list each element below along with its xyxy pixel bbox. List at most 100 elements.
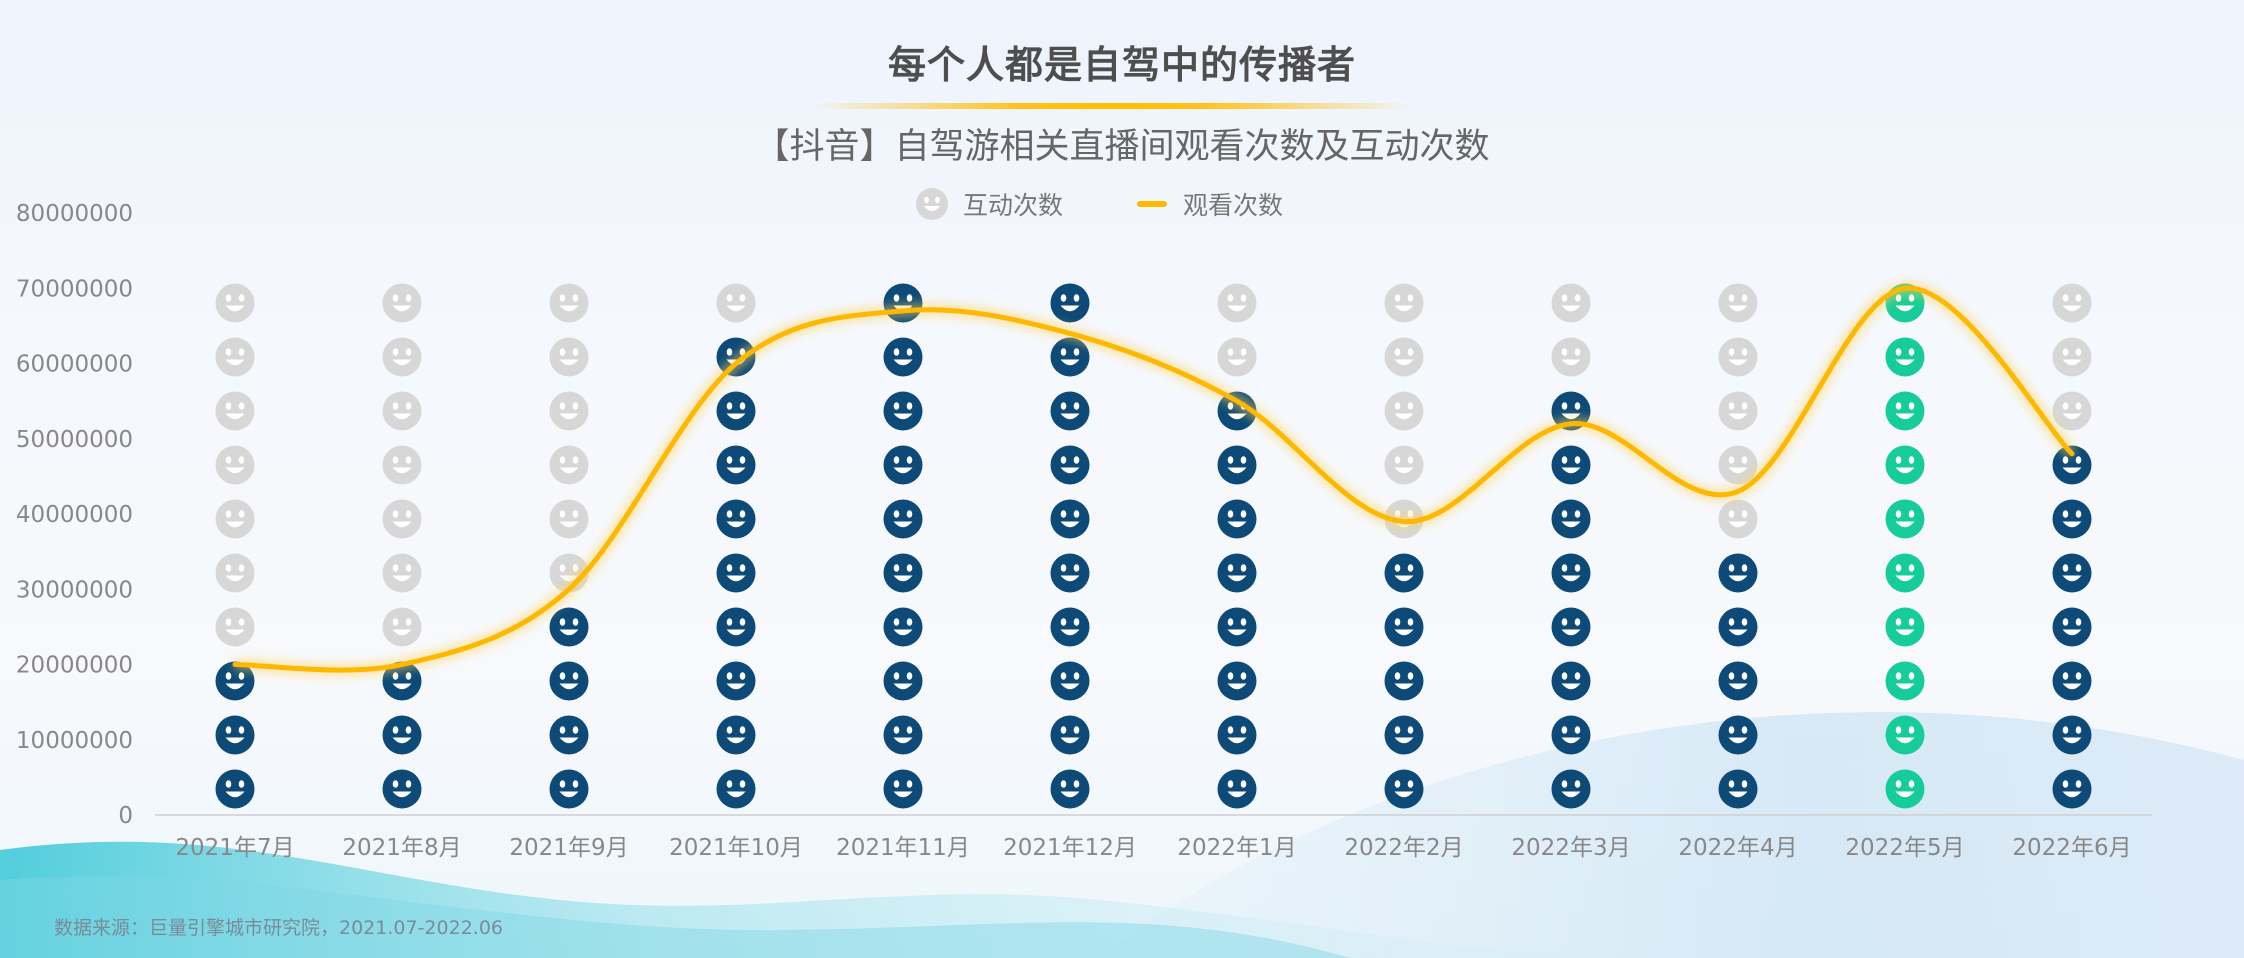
views-line [232, 285, 2075, 673]
interaction-icon-empty [549, 445, 589, 485]
interaction-icon-filled [1384, 553, 1424, 593]
interaction-icon-filled [2052, 607, 2092, 647]
views-point [399, 662, 405, 668]
y-tick-label: 30000000 [16, 577, 133, 603]
interaction-icon-filled [1885, 661, 1925, 701]
page-title: 每个人都是自驾中的传播者 [887, 43, 1356, 87]
interaction-icon-empty [1217, 337, 1257, 377]
source-note: 数据来源：巨量引擎城市研究院，2021.07-2022.06 [54, 917, 503, 939]
views-point [1902, 285, 1908, 291]
title-underline [812, 103, 1412, 109]
interaction-icon-filled [883, 553, 923, 593]
interaction-icon-filled [1217, 553, 1257, 593]
interaction-icon-empty [382, 499, 422, 539]
interaction-icon-filled [716, 445, 756, 485]
x-tick-label: 2022年3月 [1511, 835, 1630, 861]
interaction-icon-filled [1551, 661, 1591, 701]
interaction-icon-empty [215, 499, 255, 539]
interaction-icon-empty [215, 283, 255, 323]
interaction-icon-filled [382, 769, 422, 809]
interaction-icon-filled [1217, 715, 1257, 755]
views-point [1234, 398, 1240, 404]
interaction-icon-empty [1217, 283, 1257, 323]
interaction-icon-filled [382, 715, 422, 755]
interaction-icon-filled [1885, 769, 1925, 809]
interaction-icon-filled [883, 445, 923, 485]
interaction-icon-filled [1050, 445, 1090, 485]
interaction-icon-filled [2052, 769, 2092, 809]
x-tick-label: 2022年5月 [1845, 835, 1964, 861]
legend-item-views: 观看次数 [1137, 186, 1283, 222]
interaction-icon-filled [215, 769, 255, 809]
views-point [1067, 330, 1073, 336]
interaction-icon-filled [1384, 607, 1424, 647]
interaction-icon-filled [716, 499, 756, 539]
interaction-icon-filled [1384, 769, 1424, 809]
smiley-icon [916, 188, 948, 220]
interaction-icon-filled [1050, 661, 1090, 701]
interaction-icon-filled [1384, 715, 1424, 755]
views-point [2069, 451, 2075, 457]
interaction-icon-filled [1217, 445, 1257, 485]
interaction-icon-empty [1718, 391, 1758, 431]
views-point [1735, 488, 1741, 494]
interaction-icon-empty [382, 445, 422, 485]
interaction-icon-filled [1551, 445, 1591, 485]
interaction-icon-empty [1551, 283, 1591, 323]
interaction-icon-filled [883, 391, 923, 431]
interaction-icon-filled [1718, 553, 1758, 593]
interaction-icon-filled [215, 715, 255, 755]
x-axis: 2021年7月 2021年8月 2021年9月 2021年10月 2021年11月 202… [155, 814, 2152, 861]
interaction-icon-filled [883, 715, 923, 755]
interaction-icon-filled [1551, 553, 1591, 593]
interaction-icon-filled [1217, 661, 1257, 701]
interaction-icon-empty [1384, 283, 1424, 323]
views-point [566, 586, 572, 592]
interaction-icon-filled [1551, 769, 1591, 809]
interaction-icon-filled [1050, 391, 1090, 431]
interaction-icon-empty [382, 391, 422, 431]
interaction-icon-filled [1050, 499, 1090, 539]
interaction-icon-empty [549, 337, 589, 377]
interaction-icon-filled [549, 607, 589, 647]
interaction-icon-filled [549, 661, 589, 701]
x-tick-label: 2022年4月 [1678, 835, 1797, 861]
interaction-icon-filled [1050, 607, 1090, 647]
interaction-icon-empty [1384, 391, 1424, 431]
y-tick-label: 60000000 [16, 352, 133, 378]
legend-item-interactions: 互动次数 [915, 186, 1063, 222]
interaction-icon-filled [1384, 661, 1424, 701]
x-tick-label: 2021年10月 [669, 835, 803, 861]
x-tick-label: 2021年12月 [1003, 835, 1137, 861]
y-tick-label: 40000000 [16, 502, 133, 528]
interaction-icon-filled [1217, 769, 1257, 809]
y-tick-label: 20000000 [16, 653, 133, 679]
interaction-icon-filled [2052, 553, 2092, 593]
interaction-icon-empty [215, 391, 255, 431]
interaction-icon-empty [382, 337, 422, 377]
y-tick-label: 80000000 [16, 201, 133, 227]
y-tick-label: 10000000 [16, 728, 133, 754]
interaction-icon-filled [1050, 715, 1090, 755]
x-tick-label: 2022年6月 [2012, 835, 2131, 861]
interaction-icon-empty [215, 337, 255, 377]
x-tick-label: 2021年7月 [175, 835, 294, 861]
interaction-icon-empty [215, 607, 255, 647]
interaction-icon-filled [1718, 607, 1758, 647]
interaction-icon-empty [382, 553, 422, 593]
interaction-icon-filled [549, 769, 589, 809]
interaction-icon-filled [1050, 337, 1090, 377]
interaction-icon-filled [1217, 607, 1257, 647]
interaction-icon-filled [716, 553, 756, 593]
interaction-icon-empty [215, 445, 255, 485]
y-tick-label: 70000000 [16, 276, 133, 302]
interaction-icon-filled [2052, 499, 2092, 539]
views-line-glow [234, 282, 2077, 677]
interaction-icon-filled [1217, 499, 1257, 539]
chart-subtitle: 【抖音】自驾游相关直播间观看次数及互动次数 [754, 127, 1490, 167]
interaction-icon-filled [1718, 661, 1758, 701]
interaction-icon-filled [716, 661, 756, 701]
interaction-icon-filled [716, 715, 756, 755]
interaction-icon-filled [883, 769, 923, 809]
interaction-icon-empty [2052, 337, 2092, 377]
